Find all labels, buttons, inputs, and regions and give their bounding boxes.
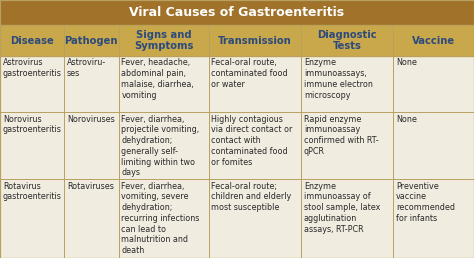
Text: Astrovirus
gastroenteritis: Astrovirus gastroenteritis [3, 58, 62, 78]
Text: Norovirus
gastroenteritis: Norovirus gastroenteritis [3, 115, 62, 134]
Bar [0, 179, 474, 258]
Text: Rotavirus
gastroenteritis: Rotavirus gastroenteritis [3, 182, 62, 201]
Text: Fever, headache,
abdominal pain,
malaise, diarrhea,
vomiting: Fever, headache, abdominal pain, malaise… [121, 58, 194, 100]
Text: Noroviruses: Noroviruses [67, 115, 115, 124]
Text: Fever, diarrhea,
vomiting, severe
dehydration;
recurring infections
can lead to
: Fever, diarrhea, vomiting, severe dehydr… [121, 182, 200, 255]
Text: None: None [396, 115, 417, 124]
Bar [0, 25, 474, 56]
Text: Fecal-oral route;
children and elderly
most susceptible: Fecal-oral route; children and elderly m… [211, 182, 292, 212]
Text: Diagnostic
Tests: Diagnostic Tests [318, 30, 377, 51]
Text: Astroviru-
ses: Astroviru- ses [67, 58, 106, 78]
Text: Enzyme
immunoassays,
immune electron
microscopy: Enzyme immunoassays, immune electron mic… [304, 58, 373, 100]
Text: Fecal-oral route,
contaminated food
or water: Fecal-oral route, contaminated food or w… [211, 58, 288, 89]
Text: Viral Causes of Gastroenteritis: Viral Causes of Gastroenteritis [129, 6, 345, 19]
Text: Highly contagious
via direct contact or
contact with
contaminated food
or fomite: Highly contagious via direct contact or … [211, 115, 293, 167]
Text: Disease: Disease [10, 36, 54, 45]
Text: Signs and
Symptoms: Signs and Symptoms [134, 30, 193, 51]
Text: Rotaviruses: Rotaviruses [67, 182, 114, 191]
Text: Rapid enzyme
immunoassay
confirmed with RT-
qPCR: Rapid enzyme immunoassay confirmed with … [304, 115, 378, 156]
Text: None: None [396, 58, 417, 67]
Bar [0, 112, 474, 179]
Bar [0, 56, 474, 112]
Text: Vaccine: Vaccine [412, 36, 455, 45]
Bar [0, 0, 474, 25]
Text: Preventive
vaccine
recommended
for infants: Preventive vaccine recommended for infan… [396, 182, 455, 223]
Text: Fever, diarrhea,
projectile vomiting,
dehydration;
generally self-
limiting with: Fever, diarrhea, projectile vomiting, de… [121, 115, 200, 177]
Text: Pathogen: Pathogen [64, 36, 118, 45]
Text: Transmission: Transmission [218, 36, 292, 45]
Text: Enzyme
immunoassay of
stool sample, latex
agglutination
assays, RT-PCR: Enzyme immunoassay of stool sample, late… [304, 182, 380, 234]
